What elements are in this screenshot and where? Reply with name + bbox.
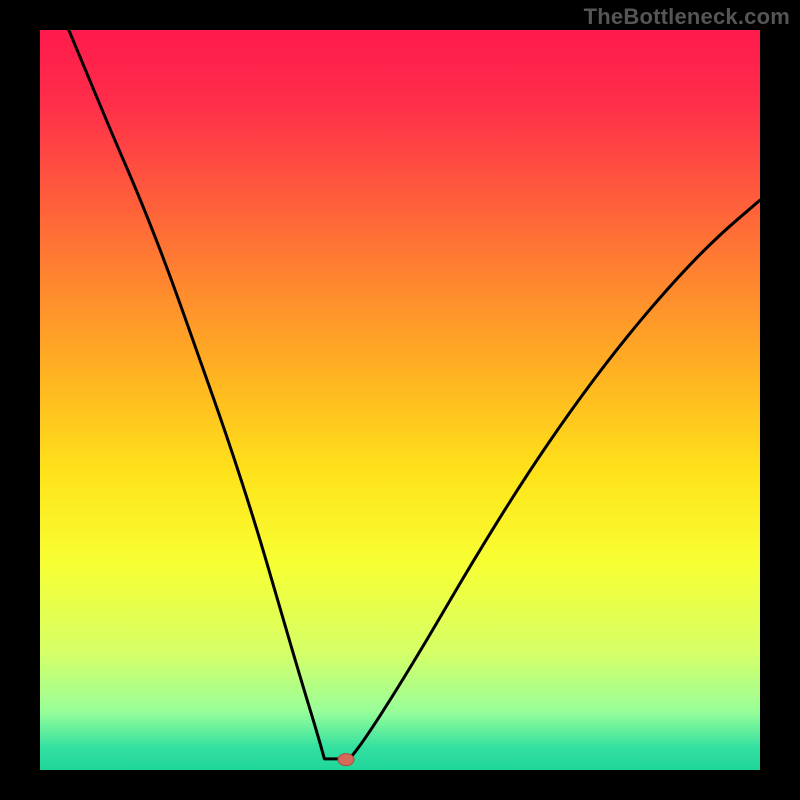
- chart-container: TheBottleneck.com: [0, 0, 800, 800]
- gradient-background: [40, 30, 760, 770]
- plot-area: [40, 30, 760, 770]
- minimum-marker: [338, 754, 354, 766]
- bottleneck-chart: [0, 0, 800, 800]
- watermark-text: TheBottleneck.com: [584, 4, 790, 30]
